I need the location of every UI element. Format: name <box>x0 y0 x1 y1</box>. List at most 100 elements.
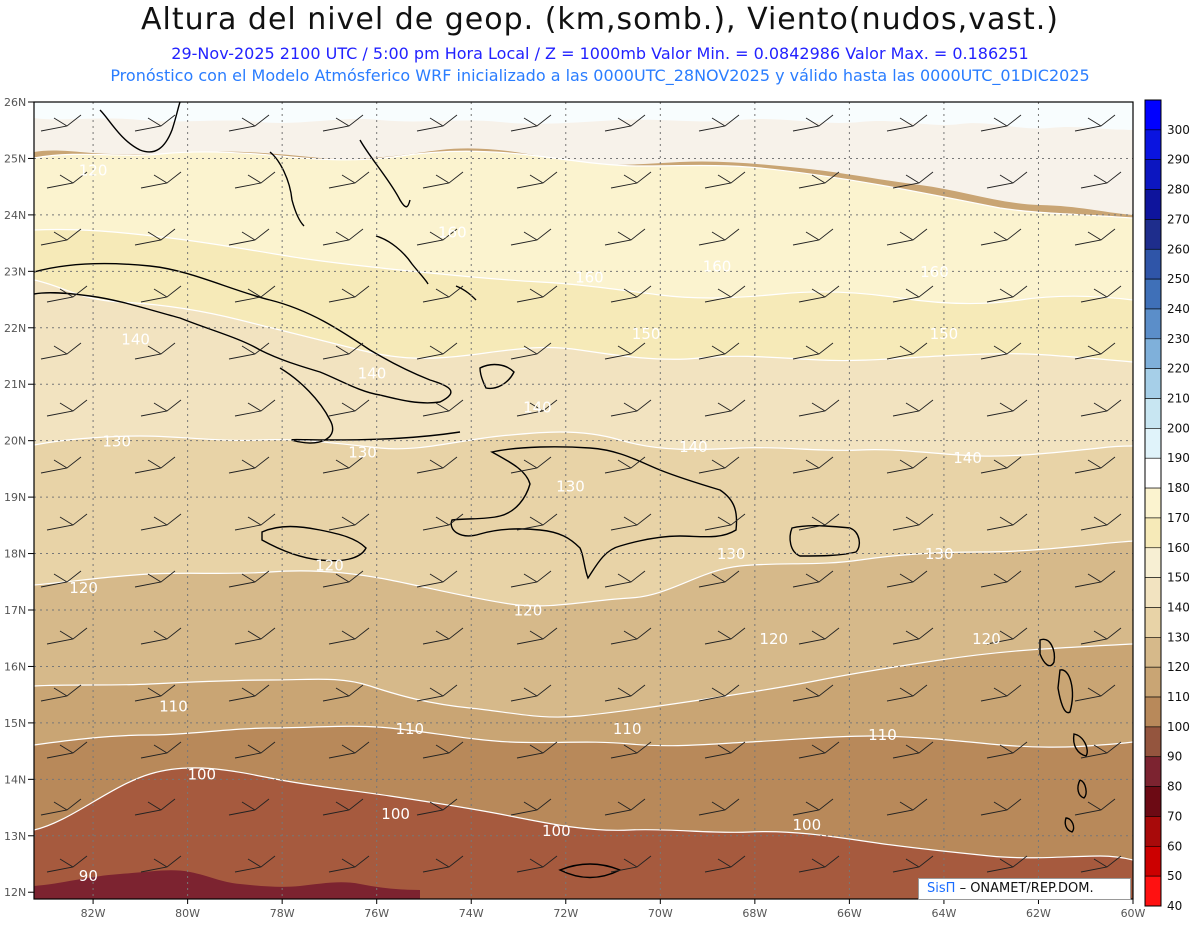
contour-label: 110 <box>159 698 188 716</box>
colorbar-swatch <box>1144 607 1162 638</box>
valid-time-line: 29-Nov-2025 2100 UTC / 5:00 pm Hora Loca… <box>171 44 1029 63</box>
lat-lon-grid <box>34 102 1133 899</box>
lat-label: 25N <box>4 152 26 165</box>
lat-label: 14N <box>4 773 26 786</box>
lon-label: 60W <box>1121 907 1146 920</box>
lat-label: 12N <box>4 886 26 899</box>
colorbar-label: 280 <box>1167 183 1190 197</box>
colorbar-swatch <box>1144 338 1162 369</box>
credit-box: SisΠ – ONAMET/REP.DOM. <box>918 878 1131 900</box>
colorbar-label: 40 <box>1167 899 1182 913</box>
colorbar-label: 160 <box>1167 541 1190 555</box>
geopotential-field <box>34 102 1133 899</box>
colorbar-swatch <box>1144 487 1162 519</box>
colorbar-swatch <box>1144 368 1162 399</box>
colorbar-label: 80 <box>1167 780 1182 794</box>
colorbar-frame <box>1144 99 1162 907</box>
contour-lines <box>34 150 1133 861</box>
contour-label: 140 <box>679 438 708 456</box>
lon-label: 78W <box>270 907 295 920</box>
contour-label: 120 <box>759 630 788 648</box>
colorbar-swatch <box>1144 517 1162 549</box>
contour-label: 130 <box>717 545 746 563</box>
contour-label: 120 <box>315 556 344 574</box>
contour-label: 150 <box>930 325 959 343</box>
contour-label: 130 <box>102 432 131 450</box>
colorbar-label: 70 <box>1167 809 1182 823</box>
contour-label: 120 <box>514 602 543 620</box>
colorbar-label: 140 <box>1167 600 1190 614</box>
contour-label: 120 <box>972 630 1001 648</box>
colorbar-label: 220 <box>1167 362 1190 376</box>
colorbar-label: 250 <box>1167 272 1190 286</box>
colorbar-swatch <box>1144 577 1162 608</box>
lat-label: 23N <box>4 265 26 278</box>
colorbar-swatch <box>1144 99 1162 131</box>
contour-label: 160 <box>575 269 604 287</box>
colorbar-label: 130 <box>1167 630 1190 644</box>
colorbar-label: 230 <box>1167 332 1190 346</box>
colorbar-swatch <box>1144 666 1162 698</box>
contour-label: 140 <box>121 331 150 349</box>
lat-label: 13N <box>4 830 26 843</box>
colorbar-label: 90 <box>1167 750 1182 764</box>
lat-label: 18N <box>4 548 26 561</box>
longitude-labels: 82W 80W 78W 76W 74W 72W 70W 68W 66W 64W 62W 60W <box>81 899 1146 920</box>
contour-label: 100 <box>187 765 216 783</box>
contour-labels: 120 160 160 160 160 150 150 140 140 140 140 140 130 1… <box>69 161 1000 885</box>
contour-label: 130 <box>348 444 377 462</box>
lat-label: 20N <box>4 435 26 448</box>
colorbar-swatch <box>1144 398 1162 429</box>
contour-label: 100 <box>381 805 410 823</box>
contour-label: 160 <box>703 257 732 275</box>
colorbar-swatch <box>1144 696 1162 728</box>
colorbar-label: 260 <box>1167 242 1190 256</box>
lon-label: 64W <box>931 907 956 920</box>
lon-label: 72W <box>553 907 578 920</box>
contour-label: 160 <box>920 263 949 281</box>
lon-label: 68W <box>742 907 767 920</box>
credit-text: – ONAMET/REP.DOM. <box>959 881 1094 896</box>
contour-label: 100 <box>542 822 571 840</box>
lat-label: 15N <box>4 717 26 730</box>
lon-label: 80W <box>175 907 200 920</box>
contour-label: 160 <box>438 223 467 241</box>
colorbar-swatch <box>1144 457 1162 489</box>
lat-label: 21N <box>4 378 26 391</box>
coastlines <box>34 102 1088 879</box>
lon-label: 70W <box>648 907 673 920</box>
contour-label: 130 <box>556 477 585 495</box>
colorbar-swatch <box>1144 248 1162 280</box>
lat-label: 24N <box>4 209 26 222</box>
colorbar-swatch <box>1144 845 1162 877</box>
contour-label: 130 <box>925 545 954 563</box>
contour-label: 140 <box>953 449 982 467</box>
colorbar-label: 100 <box>1167 720 1190 734</box>
colorbar-swatch <box>1144 129 1162 161</box>
map-frame <box>33 101 1134 900</box>
colorbar-label: 180 <box>1167 481 1190 495</box>
lat-label: 22N <box>4 322 26 335</box>
colorbar-swatch <box>1144 308 1162 340</box>
colorbar-label: 190 <box>1167 451 1190 465</box>
colorbar-label: 150 <box>1167 571 1190 585</box>
lat-label: 17N <box>4 604 26 617</box>
chart-title: Altura del nivel de geop. (km,somb.), Vi… <box>141 2 1059 37</box>
latitude-labels: 26N 25N 24N 23N 22N 21N 20N 19N 18N 17N 16N 15N 14N 1… <box>4 96 34 899</box>
colorbar-label: 120 <box>1167 660 1190 674</box>
colorbar-label: 50 <box>1167 869 1182 883</box>
colorbar-swatch <box>1144 875 1162 907</box>
contour-label: 150 <box>632 325 661 343</box>
colorbar-swatch <box>1144 219 1162 250</box>
contour-label: 110 <box>868 726 897 744</box>
model-info-line: Pronóstico con el Modelo Atmósferico WRF… <box>110 66 1090 85</box>
colorbar-swatch <box>1144 159 1162 190</box>
colorbar-swatch <box>1144 726 1162 758</box>
colorbar-label: 300 <box>1167 123 1190 137</box>
contour-label: 140 <box>523 398 552 416</box>
lat-label: 19N <box>4 491 26 504</box>
colorbar-swatch <box>1144 756 1162 787</box>
lat-label: 16N <box>4 660 26 673</box>
lat-label: 26N <box>4 96 26 109</box>
